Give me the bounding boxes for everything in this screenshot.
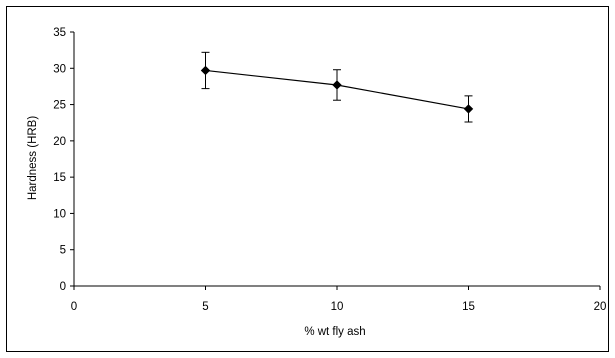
x-axis-label: % wt fly ash [304,326,365,338]
chart-frame [6,6,609,352]
tick-labels: 0 5 10 15 20 25 30 35 0 5 10 15 20 [53,27,606,313]
y-tick-label: 10 [53,208,66,220]
y-tick-label: 25 [53,100,66,112]
data-point-marker [200,65,211,76]
y-tick-label: 15 [53,172,66,184]
x-tick-label: 20 [594,301,607,313]
y-tick-label: 5 [60,245,66,257]
x-tick-label: 0 [71,301,77,313]
data-point-marker [463,104,474,114]
data-series [200,51,474,123]
y-tick-label: 30 [53,63,66,75]
axes [70,31,601,290]
data-point-marker [332,80,342,90]
x-tick-label: 5 [202,301,208,313]
y-tick-label: 20 [53,136,66,148]
y-tick-label: 0 [60,281,66,293]
y-tick-label: 35 [53,27,66,39]
x-tick-label: 10 [331,301,344,313]
x-tick-label: 15 [462,301,475,313]
y-axis-label: Hardness (HRB) [27,116,39,201]
